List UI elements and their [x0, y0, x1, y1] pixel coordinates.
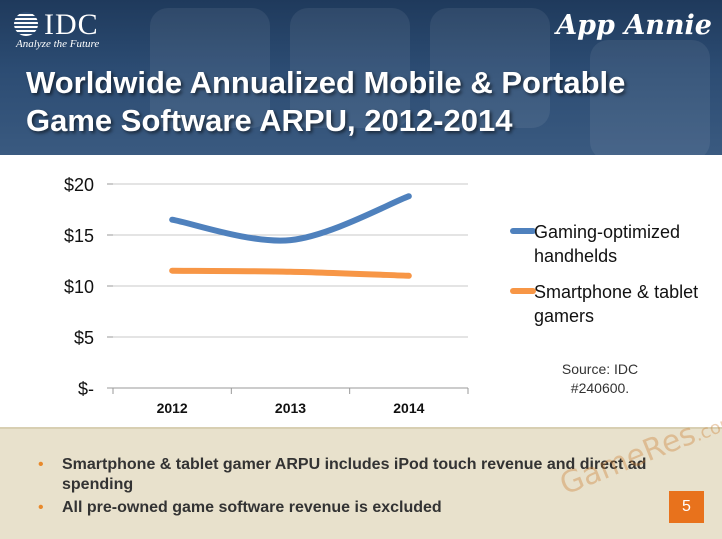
source-line-1: Source: IDC [561, 361, 639, 377]
y-tick-label: $15 [64, 226, 94, 246]
x-tick-label: 2014 [393, 400, 424, 416]
decorative-tile [290, 8, 410, 128]
notes-list: • Smartphone & tablet gamer ARPU includes… [38, 455, 662, 521]
source-note: Source: IDC #240600. [540, 360, 660, 398]
chart-legend: Gaming-optimized handhelds Smartphone & … [510, 218, 720, 338]
app-annie-logo: App Annie [556, 10, 712, 41]
legend-item-smartphone: Smartphone & tablet gamers [510, 278, 720, 338]
note-item: • All pre-owned game software revenue is … [38, 498, 662, 518]
note-text: Smartphone & tablet gamer ARPU includes … [62, 456, 647, 493]
globe-icon [14, 12, 38, 36]
legend-label-smartphone: Smartphone & tablet gamers [534, 282, 699, 326]
bullet-icon: • [38, 499, 44, 516]
idc-logo-text: IDC [44, 8, 99, 41]
y-tick-label: $20 [64, 175, 94, 195]
series-line-handhelds [169, 193, 412, 244]
note-text: All pre-owned game software revenue is e… [62, 499, 442, 516]
y-tick-label: $10 [64, 277, 94, 297]
note-item: • Smartphone & tablet gamer ARPU includes… [38, 455, 662, 495]
legend-label-handhelds: Gaming-optimized handhelds [534, 222, 681, 266]
decorative-tile [150, 8, 270, 128]
series-line-smartphone [169, 267, 412, 279]
line-chart: $- $5 $10 $15 $20 2012 2013 2014 [64, 175, 469, 416]
source-line-2: #240600. [570, 380, 630, 396]
slide-footer: • Smartphone & tablet gamer ARPU includes… [0, 427, 722, 539]
title-line-1: Worldwide Annualized Mobile & Portable [26, 65, 626, 100]
title-line-2: Game Software ARPU, 2012-2014 [26, 103, 513, 138]
legend-swatch-handhelds [510, 228, 536, 234]
decorative-tile [430, 8, 550, 128]
y-tick-label: $5 [74, 328, 94, 348]
bullet-icon: • [38, 456, 44, 473]
slide-header: IDC Analyze the Future App Annie Worldwi… [0, 0, 722, 155]
x-tick-label: 2013 [275, 400, 306, 416]
page-number-badge: 5 [669, 491, 704, 523]
x-tick-label: 2012 [157, 400, 188, 416]
legend-swatch-smartphone [510, 288, 536, 294]
decorative-tile [590, 40, 710, 155]
y-tick-label: $- [78, 379, 94, 399]
page-title: Worldwide Annualized Mobile & Portable G… [26, 64, 625, 140]
legend-item-handhelds: Gaming-optimized handhelds [510, 218, 720, 278]
idc-tagline: Analyze the Future [16, 38, 100, 50]
